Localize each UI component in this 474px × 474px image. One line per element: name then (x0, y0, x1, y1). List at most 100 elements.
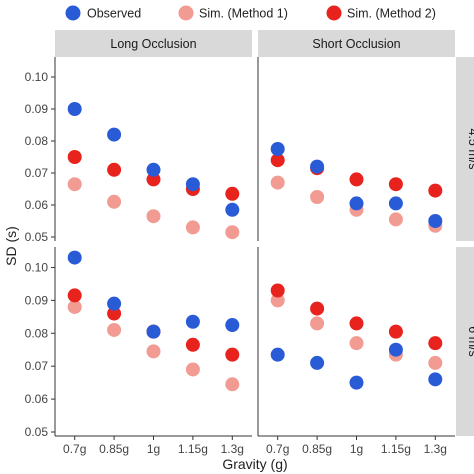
point-observed (310, 355, 325, 370)
strip-label-long-occlusion: Long Occlusion (110, 37, 196, 51)
x-tick-label: 1g (147, 442, 160, 456)
y-tick-label: 0.05 (25, 425, 49, 439)
point-sim-method-1 (270, 175, 285, 190)
x-tick-label: 1.15g (178, 442, 208, 456)
point-observed (349, 196, 364, 211)
row-strip-6-ms: 6 m/s (456, 247, 474, 436)
x-tick-label: 0.7g (266, 442, 289, 456)
strip-background (258, 30, 455, 57)
point-observed (270, 347, 285, 362)
row-strip-4-5-ms: 4.5 m/s (456, 57, 474, 241)
point-sim-method-1 (310, 316, 325, 331)
legend-label-observed: Observed (87, 7, 141, 21)
legend: Observed Sim. (Method 1) Sim. (Method 2) (65, 5, 436, 21)
point-observed (388, 342, 403, 357)
point-sim-method-2 (67, 150, 82, 164)
x-axis-title: Gravity (g) (222, 456, 287, 472)
point-sim-method-1 (388, 212, 403, 227)
point-sim-method-1 (270, 293, 285, 308)
point-sim-method-2 (225, 347, 240, 362)
point-sim-method-2 (225, 186, 240, 201)
point-observed (225, 318, 240, 333)
point-sim-method-2 (270, 283, 285, 298)
strip-label-6-ms: 6 m/s (466, 326, 474, 357)
y-tick-label: 0.10 (25, 70, 49, 84)
point-sim-method-2 (270, 153, 285, 168)
point-observed (107, 296, 122, 311)
strip-label-4-5-ms: 4.5 m/s (466, 129, 474, 170)
strip-background (456, 57, 474, 241)
legend-marker-method-2 (326, 5, 342, 21)
point-sim-method-1 (146, 209, 161, 224)
point-observed (146, 324, 161, 339)
point-observed (388, 196, 403, 211)
point-sim-method-2 (388, 177, 403, 192)
x-tick-label: 0.85g (302, 442, 332, 456)
point-observed (67, 102, 82, 116)
point-observed (270, 142, 285, 156)
y-tick-label: 0.05 (25, 230, 49, 244)
point-sim-method-1 (67, 299, 82, 314)
point-sim-method-1 (107, 322, 122, 337)
point-sim-method-1 (185, 220, 200, 235)
x-tick-label: 1g (350, 442, 363, 456)
y-tick-label: 0.10 (25, 260, 49, 274)
point-sim-method-1 (107, 194, 122, 209)
point-sim-method-2 (146, 172, 161, 187)
point-sim-method-1 (225, 377, 240, 392)
strip-background (55, 30, 252, 57)
point-observed (146, 162, 161, 177)
x-tick-label: 0.7g (63, 442, 86, 456)
x-tick-label: 1.15g (381, 442, 411, 456)
y-tick-label: 0.08 (25, 326, 49, 340)
y-tick-label: 0.07 (25, 359, 49, 373)
y-tick-label: 0.06 (25, 198, 49, 212)
point-observed (428, 372, 443, 387)
legend-marker-method-1 (178, 5, 194, 21)
strip-label-short-occlusion: Short Occlusion (312, 37, 400, 51)
point-observed (349, 375, 364, 390)
strip-background (456, 247, 474, 436)
point-sim-method-2 (428, 336, 443, 351)
legend-label-method-2: Sim. (Method 2) (347, 7, 436, 21)
x-tick-label: 1.3g (424, 442, 447, 456)
point-sim-method-1 (67, 177, 82, 192)
point-sim-method-2 (349, 172, 364, 187)
point-sim-method-2 (428, 183, 443, 198)
point-sim-method-2 (310, 301, 325, 316)
column-strip-long-occlusion: Long Occlusion (55, 30, 252, 57)
axes: 0.05 0.06 0.07 0.08 0.09 0.10 0.05 0.06 0.07 0.08… (25, 57, 455, 456)
point-observed (225, 202, 240, 217)
y-tick-label: 0.07 (25, 166, 49, 180)
y-tick-label: 0.09 (25, 293, 49, 307)
point-sim-method-1 (225, 225, 240, 240)
x-tick-label: 1.3g (221, 442, 244, 456)
legend-label-method-1: Sim. (Method 1) (199, 7, 288, 21)
point-observed (67, 250, 82, 265)
column-strip-short-occlusion: Short Occlusion (258, 30, 455, 57)
point-observed (310, 159, 325, 174)
y-tick-label: 0.08 (25, 134, 49, 148)
point-sim-method-2 (107, 306, 122, 321)
x-tick-label: 0.85g (99, 442, 129, 456)
legend-marker-observed (65, 5, 81, 21)
point-sim-method-1 (349, 336, 364, 351)
point-sim-method-1 (428, 355, 443, 370)
point-sim-method-1 (146, 344, 161, 359)
point-sim-method-2 (107, 162, 122, 177)
point-observed (107, 127, 122, 142)
point-sim-method-2 (388, 324, 403, 339)
y-tick-label: 0.06 (25, 392, 49, 406)
point-observed (185, 177, 200, 192)
point-observed (428, 214, 443, 228)
point-sim-method-2 (67, 288, 82, 303)
data-points (67, 102, 443, 392)
y-tick-label: 0.09 (25, 102, 49, 116)
y-axis-title: SD (s) (3, 226, 19, 266)
point-sim-method-2 (349, 316, 364, 331)
point-sim-method-1 (185, 362, 200, 377)
point-sim-method-2 (185, 337, 200, 352)
point-sim-method-1 (310, 190, 325, 204)
point-observed (185, 314, 200, 329)
